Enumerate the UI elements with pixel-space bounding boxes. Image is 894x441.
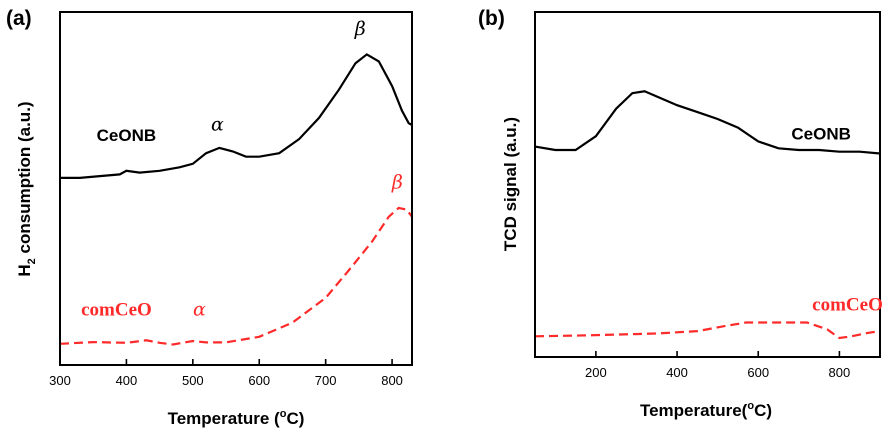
panel-b-series-ceonb — [534, 90, 881, 155]
panel-b-series-comceo — [534, 321, 881, 340]
panel-a-axes-frame — [59, 11, 413, 366]
panel-b-x-tick-label-200: 200 — [585, 365, 607, 380]
panel-a-x-tick-label-700: 700 — [315, 373, 337, 388]
panel-a-series-comceo — [59, 206, 413, 346]
panel-a-x-tick-label-300: 300 — [49, 373, 71, 388]
panel-a-x-tick-label-800: 800 — [381, 373, 403, 388]
panel-a-alpha-red-label: α — [193, 299, 206, 321]
panel-a-x-ticks: 300 400 500 600 700 800 — [49, 359, 403, 388]
panel-a-label: (a) — [6, 7, 32, 30]
panel-a-comceo-label: comCeO — [81, 300, 152, 321]
panel-b-comceo-label: comCeO — [812, 294, 883, 315]
panel-b-x-ticks: 200 400 600 800 — [585, 351, 850, 380]
panel-b-x-axis-title: Temperature(oC) — [640, 400, 772, 420]
panel-a-x-tick-label-500: 500 — [182, 373, 204, 388]
panel-a-series-ceonb — [60, 53, 413, 179]
panel-b: (b) 200 400 600 800 CeONB comCeO Temperatur… — [478, 7, 883, 420]
panel-a-x-tick-label-600: 600 — [248, 373, 270, 388]
panel-a-series — [59, 53, 413, 346]
panel-b-x-tick-label-400: 400 — [666, 365, 688, 380]
panel-a-beta-peak-label: β — [354, 18, 366, 40]
panel-a-x-axis-title: Temperature (oC) — [168, 408, 305, 428]
panel-b-ceonb-label: CeONB — [791, 125, 851, 144]
panel-a-ceonb-label: CeONB — [97, 126, 157, 145]
panel-a-alpha-peak-label: α — [211, 113, 224, 135]
panel-a-x-tick-label-400: 400 — [116, 373, 138, 388]
panel-b-x-tick-label-600: 600 — [747, 365, 769, 380]
panel-a-y-axis-title: H2 consumption (a.u.) — [15, 101, 38, 276]
panel-b-x-tick-label-800: 800 — [829, 365, 851, 380]
panel-b-series — [534, 90, 881, 340]
panel-b-axes-frame — [534, 11, 881, 358]
panel-a: (a) 300 400 500 600 700 800 CeONB α β comCeO … — [6, 7, 413, 428]
panel-b-y-axis-title: TCD signal (a.u.) — [501, 117, 520, 251]
panel-a-beta-red-label: β — [391, 172, 403, 194]
panel-b-label: (b) — [478, 7, 505, 30]
